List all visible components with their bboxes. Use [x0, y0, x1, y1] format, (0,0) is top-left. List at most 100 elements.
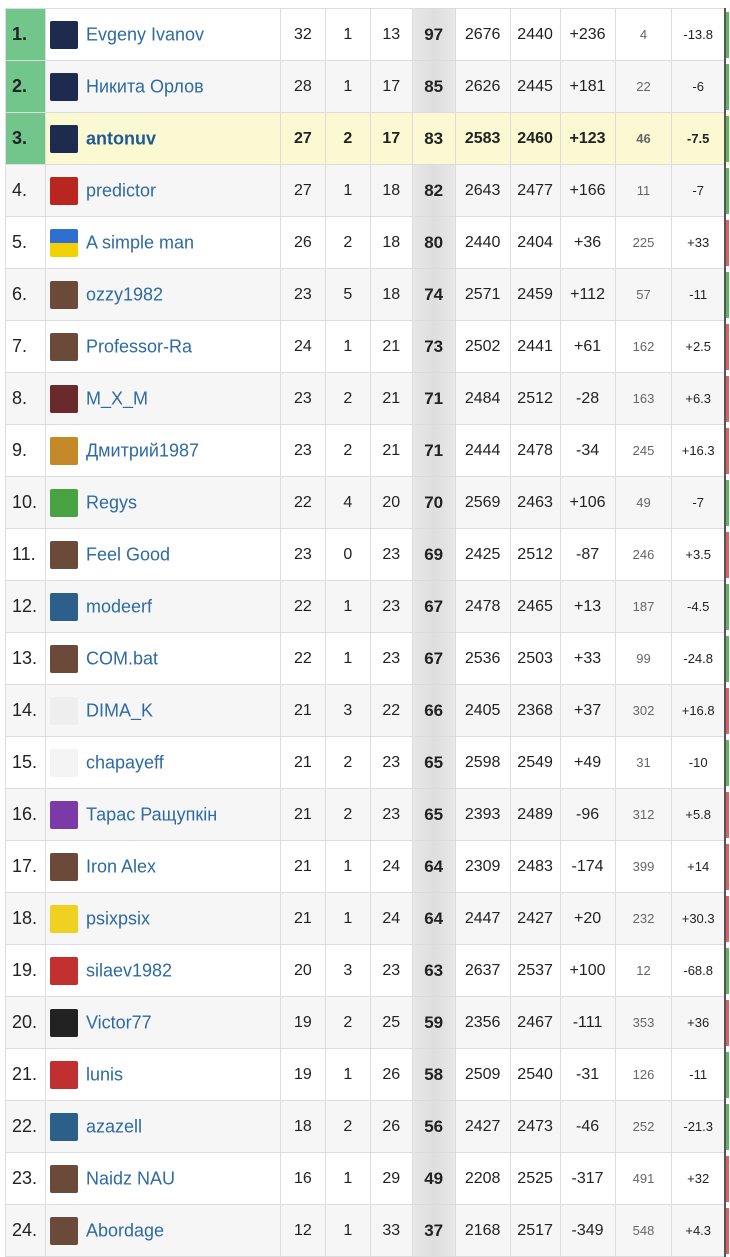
jersey-25-icon [49, 20, 78, 49]
losses-cell: 26 [369, 1100, 413, 1153]
wins-cell: 21 [279, 736, 326, 789]
rank-cell: 3. [5, 112, 46, 165]
player-name-link[interactable]: Дмитрий1987 [85, 440, 200, 460]
player-name-link[interactable]: Victor77 [85, 1012, 152, 1032]
player-cell[interactable]: A simple man [44, 216, 281, 269]
player-name-link[interactable]: DIMA_K [85, 700, 154, 720]
rank-cell: 6. [5, 268, 46, 321]
points-cell: 65 [411, 736, 456, 789]
points-cell: 73 [411, 320, 456, 373]
player-name-link[interactable]: azazell [85, 1116, 143, 1136]
player-name-link[interactable]: Regys [85, 492, 138, 512]
difference-cell: +106 [559, 476, 616, 529]
player-cell[interactable]: M_X_M [44, 372, 281, 425]
player-cell[interactable]: predictor [44, 164, 281, 217]
losses-cell: 17 [369, 60, 413, 113]
player-name-link[interactable]: A simple man [85, 232, 195, 252]
draws-cell: 2 [324, 216, 371, 269]
player-cell[interactable]: ozzy1982 [44, 268, 281, 321]
player-cell[interactable]: Iron Alex [44, 840, 281, 893]
rating-for-cell: 2440 [454, 216, 511, 269]
player-cell[interactable]: Professor-Ra [44, 320, 281, 373]
games-cell: 22 [614, 60, 673, 113]
difference-cell: +123 [559, 112, 616, 165]
losses-cell: 24 [369, 892, 413, 945]
player-name-link[interactable]: Никита Орлов [85, 76, 204, 96]
player-cell[interactable]: Тарас Ращупкін [44, 788, 281, 841]
player-cell[interactable]: Naidz NAU [44, 1152, 281, 1205]
player-name-link[interactable]: ozzy1982 [85, 284, 164, 304]
rank-cell: 2. [5, 60, 46, 113]
points-cell: 80 [411, 216, 456, 269]
points-cell: 58 [411, 1048, 456, 1101]
player-name-link[interactable]: predictor [85, 180, 157, 200]
player-cell[interactable]: lunis [44, 1048, 281, 1101]
player-cell[interactable]: Abordage [44, 1204, 281, 1257]
table-row: 7. Professor-Ra 24 1 21 73 2502 2441 +61 162 +2.5 [5, 320, 730, 373]
losses-cell: 23 [369, 944, 413, 997]
player-name-link[interactable]: Evgeny Ivanov [85, 24, 205, 44]
wins-cell: 32 [279, 8, 326, 61]
wins-cell: 20 [279, 944, 326, 997]
rating-against-cell: 2549 [509, 736, 561, 789]
row-status-marker [723, 632, 730, 685]
player-cell[interactable]: Regys [44, 476, 281, 529]
player-name-link[interactable]: Iron Alex [85, 856, 157, 876]
table-row: 4. predictor 27 1 18 82 2643 2477 +166 11 -7 [5, 164, 730, 217]
table-row: 2. Никита Орлов 28 1 17 85 2626 2445 +181 22 -6 [5, 60, 730, 113]
player-name-link[interactable]: modeerf [85, 596, 153, 616]
games-cell: 126 [614, 1048, 673, 1101]
rank-cell: 23. [5, 1152, 46, 1205]
rank-cell: 17. [5, 840, 46, 893]
table-row: 18. psixpsix 21 1 24 64 2447 2427 +20 232 +30.3 [5, 892, 730, 945]
player-name-link[interactable]: psixpsix [85, 908, 151, 928]
player-cell[interactable]: silaev1982 [44, 944, 281, 997]
player-cell[interactable]: azazell [44, 1100, 281, 1153]
player-cell[interactable]: DIMA_K [44, 684, 281, 737]
games-cell: 246 [614, 528, 673, 581]
losses-cell: 21 [369, 320, 413, 373]
player-cell[interactable]: modeerf [44, 580, 281, 633]
player-cell[interactable]: psixpsix [44, 892, 281, 945]
player-cell[interactable]: Victor77 [44, 996, 281, 1049]
player-name-link[interactable]: silaev1982 [85, 960, 173, 980]
player-name-link[interactable]: Naidz NAU [85, 1168, 176, 1188]
status-bar [726, 427, 729, 474]
player-cell[interactable]: Дмитрий1987 [44, 424, 281, 477]
points-cell: 63 [411, 944, 456, 997]
rating-against-cell: 2512 [509, 528, 561, 581]
player-name-link[interactable]: Тарас Ращупкін [85, 804, 218, 824]
rank-cell: 8. [5, 372, 46, 425]
player-name-link[interactable]: Professor-Ra [85, 336, 193, 356]
change-cell: +14 [671, 840, 726, 893]
player-cell[interactable]: chapayeff [44, 736, 281, 789]
table-row: 23. Naidz NAU 16 1 29 49 2208 2525 -317 491 +32 [5, 1152, 730, 1205]
losses-cell: 21 [369, 424, 413, 477]
rank-cell: 5. [5, 216, 46, 269]
player-name-link[interactable]: Feel Good [85, 544, 171, 564]
rank-cell: 1. [5, 8, 46, 61]
games-cell: 11 [614, 164, 673, 217]
games-cell: 225 [614, 216, 673, 269]
row-status-marker [723, 164, 730, 217]
player-cell[interactable]: antonuv [44, 112, 281, 165]
player-name-link[interactable]: Abordage [85, 1220, 165, 1240]
player-name-link[interactable]: chapayeff [85, 752, 164, 772]
rating-for-cell: 2447 [454, 892, 511, 945]
draws-cell: 2 [324, 788, 371, 841]
rating-against-cell: 2478 [509, 424, 561, 477]
change-cell: -7 [671, 476, 726, 529]
rank-cell: 9. [5, 424, 46, 477]
status-bar [726, 531, 729, 578]
player-name-link[interactable]: antonuv [85, 128, 156, 148]
player-name-link[interactable]: lunis [85, 1064, 124, 1084]
rank-cell: 19. [5, 944, 46, 997]
player-cell[interactable]: Feel Good [44, 528, 281, 581]
wins-cell: 26 [279, 216, 326, 269]
player-cell[interactable]: Evgeny Ivanov [44, 8, 281, 61]
draws-cell: 1 [324, 1152, 371, 1205]
player-name-link[interactable]: COM.bat [85, 648, 159, 668]
player-name-link[interactable]: M_X_M [85, 388, 148, 408]
player-cell[interactable]: COM.bat [44, 632, 281, 685]
player-cell[interactable]: Никита Орлов [44, 60, 281, 113]
